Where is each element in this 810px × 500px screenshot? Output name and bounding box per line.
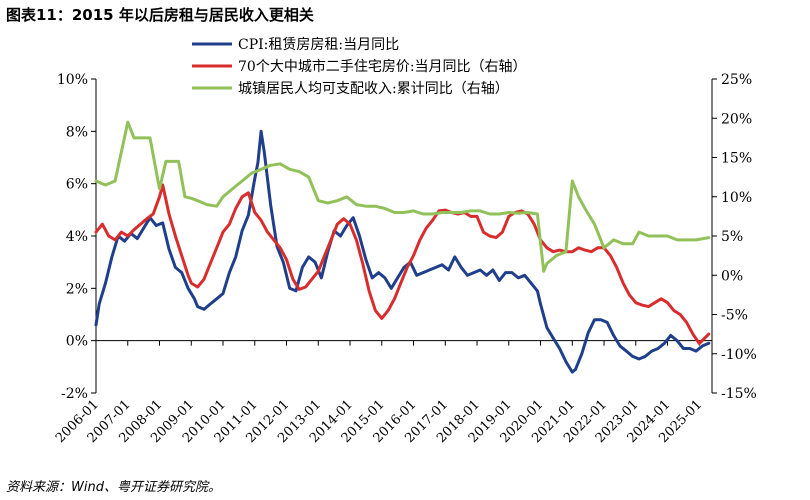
legend-label-1: CPI:租赁房房租:当月同比 [238, 37, 399, 53]
legend-label-3: 城镇居民人均可支配收入:累计同比（右轴） [238, 81, 509, 97]
left-tick-label: 10% [57, 72, 88, 88]
right-tick-label: -15% [721, 386, 757, 402]
right-tick-label: 20% [721, 111, 752, 127]
left-tick-label: 4% [66, 229, 88, 245]
left-tick-label: 2% [66, 281, 88, 297]
left-tick-label: 0% [66, 334, 88, 350]
right-tick-label: 10% [721, 190, 752, 206]
left-tick-label: 8% [66, 124, 88, 140]
right-tick-label: 0% [721, 268, 743, 284]
right-tick-label: 15% [721, 151, 752, 167]
right-tick-label: 25% [721, 72, 752, 88]
chart-title: 图表11：2015 年以后房租与居民收入更相关 [6, 6, 314, 24]
right-tick-label: 5% [721, 229, 743, 245]
right-tick-label: -10% [721, 347, 757, 363]
series-line-2 [94, 183, 711, 345]
right-tick-label: -5% [721, 308, 748, 324]
series-line-3 [94, 120, 711, 273]
series-line-1 [94, 129, 711, 374]
source-note: 资料来源：Wind、粤开证券研究院。 [6, 480, 221, 495]
left-tick-label: 6% [66, 177, 88, 193]
left-tick-label: -2% [61, 386, 88, 402]
legend-label-2: 70个大中城市二手住宅房价:当月同比（右轴） [238, 58, 527, 75]
